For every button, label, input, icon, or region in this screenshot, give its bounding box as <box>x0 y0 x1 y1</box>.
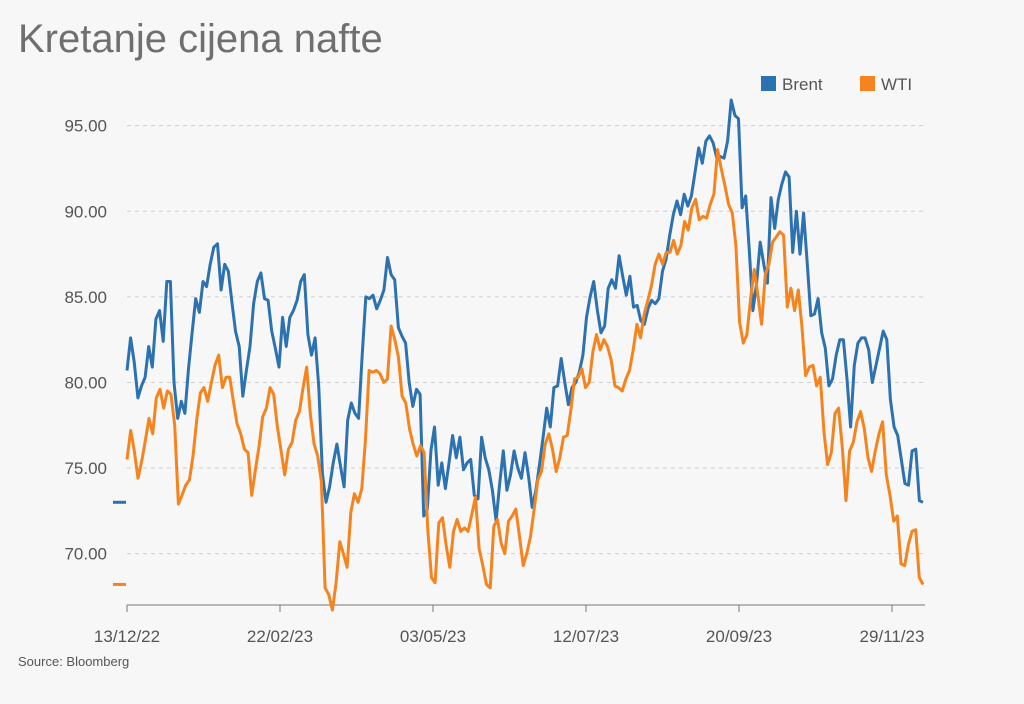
y-axis: 95.00 90.00 85.00 80.00 75.00 70.00 <box>64 117 107 564</box>
x-tick-label: 12/07/23 <box>553 627 619 646</box>
legend-label-wti: WTI <box>881 75 912 94</box>
legend-swatch-brent <box>761 76 776 91</box>
y-tick-label: 70.00 <box>64 545 107 564</box>
series-lines <box>125 98 925 612</box>
legend-swatch-wti <box>860 76 875 91</box>
series-line-brent <box>125 98 924 523</box>
legend-label-brent: Brent <box>782 75 823 94</box>
y-tick-label: 85.00 <box>64 288 107 307</box>
source-note: Source: Bloomberg <box>18 654 129 669</box>
y-tick-label: 75.00 <box>64 459 107 478</box>
x-axis: 13/12/22 22/02/23 03/05/23 12/07/23 20/09/23… <box>94 604 925 646</box>
legend: Brent WTI <box>761 75 912 94</box>
x-tick-label: 22/02/23 <box>247 627 313 646</box>
last-value-markers <box>113 500 126 586</box>
x-tick-label: 29/11/23 <box>860 627 925 646</box>
y-tick-label: 90.00 <box>64 202 107 221</box>
x-tick-label: 03/05/23 <box>400 627 466 646</box>
series-line-wti <box>125 148 925 612</box>
chart-title: Kretanje cijena nafte <box>18 17 383 61</box>
y-tick-label: 95.00 <box>64 117 107 136</box>
gridlines <box>127 125 925 555</box>
x-tick-label: 20/09/23 <box>706 627 772 646</box>
x-tick-label: 13/12/22 <box>94 627 160 646</box>
y-tick-label: 80.00 <box>64 373 107 392</box>
